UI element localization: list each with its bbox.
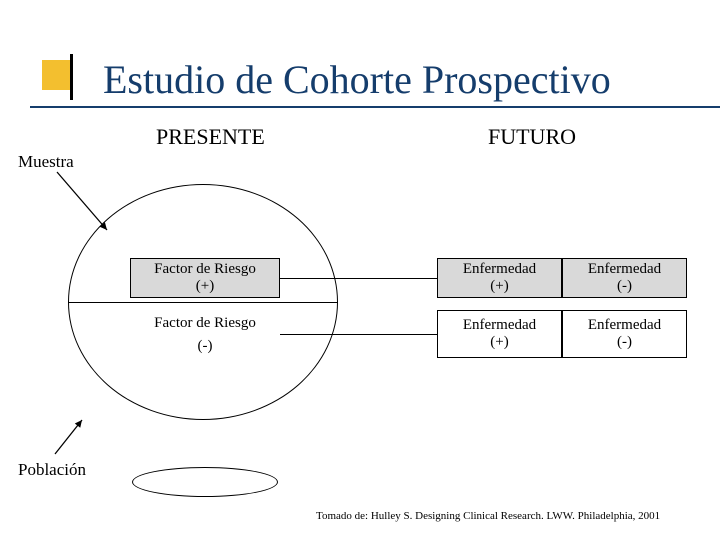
header-presente: PRESENTE: [156, 124, 265, 150]
box-enfermedad-bottom-positive: Enfermedad (+): [437, 310, 562, 358]
arrow-poblacion-to-ellipse: [47, 412, 90, 462]
diagram-canvas: { "title": { "text": "Estudio de Cohorte…: [0, 0, 720, 540]
title-accent-square: [42, 60, 72, 90]
box-enf-tn-line1: Enfermedad: [588, 261, 661, 278]
box-enf-bn-line2: (-): [617, 334, 632, 351]
header-futuro: FUTURO: [488, 124, 576, 150]
box-enfermedad-bottom-negative: Enfermedad (-): [562, 310, 687, 358]
label-factor-negative-line1: Factor de Riesgo: [130, 315, 280, 332]
box-enf-tn-line2: (-): [617, 278, 632, 295]
label-factor-negative: Factor de Riesgo (-): [130, 315, 280, 355]
title-vertical-bar: [70, 54, 73, 100]
box-enf-bn-line1: Enfermedad: [588, 317, 661, 334]
page-title: Estudio de Cohorte Prospectivo: [103, 56, 611, 103]
box-enf-tp-line1: Enfermedad: [463, 261, 536, 278]
label-factor-negative-line2: (-): [130, 338, 280, 355]
ellipse-poblacion: [132, 467, 278, 497]
box-factor-positive-line2: (+): [196, 278, 214, 295]
citation-text: Tomado de: Hulley S. Designing Clinical …: [316, 510, 660, 522]
box-enf-tp-line2: (+): [490, 278, 508, 295]
box-enf-bp-line2: (+): [490, 334, 508, 351]
box-enf-bp-line1: Enfermedad: [463, 317, 536, 334]
box-enfermedad-top-negative: Enfermedad (-): [562, 258, 687, 298]
box-enfermedad-top-positive: Enfermedad (+): [437, 258, 562, 298]
ellipse-divider-line: [68, 302, 338, 303]
box-factor-positive-line1: Factor de Riesgo: [154, 261, 256, 278]
arrow-muestra-to-ellipse: [49, 164, 115, 238]
connector-bottom: [280, 334, 437, 335]
title-underline: [30, 106, 720, 108]
label-poblacion: Población: [18, 460, 86, 480]
connector-top: [280, 278, 437, 279]
box-factor-positive: Factor de Riesgo (+): [130, 258, 280, 298]
